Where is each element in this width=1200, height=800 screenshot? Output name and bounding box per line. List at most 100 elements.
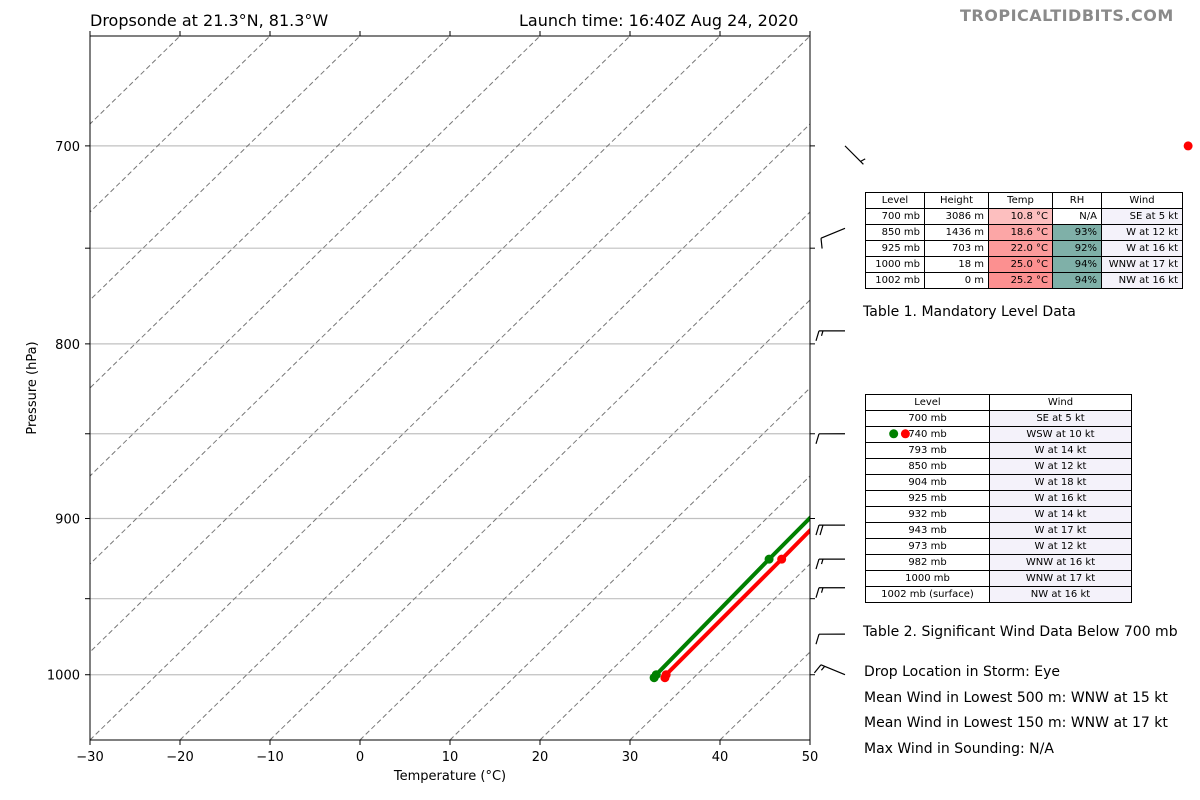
table1-cell-rh: 94% <box>1052 256 1102 273</box>
x-axis-label: Temperature (°C) <box>393 769 506 784</box>
table2-cell-wind: W at 16 kt <box>989 490 1132 507</box>
isotherm-line <box>90 36 810 740</box>
table2-row: 925 mb W at 16 kt <box>865 490 1132 507</box>
table1-row: 1000 mb 18 m 25.0 °C 94% WNW at 17 kt <box>865 256 1183 273</box>
x-tick-label: −20 <box>166 750 193 765</box>
table1-cell-rh: 93% <box>1052 224 1102 241</box>
table1-cell-level: 850 mb <box>865 224 925 241</box>
table2-row: 973 mb W at 12 kt <box>865 538 1132 555</box>
table2-cell-wind: W at 12 kt <box>989 538 1132 555</box>
chart-title-launch-time: Launch time: 16:40Z Aug 24, 2020 <box>519 11 799 30</box>
x-tick-label: −10 <box>256 750 283 765</box>
table1-header-cell: RH <box>1052 192 1102 209</box>
x-tick-label: −30 <box>76 750 103 765</box>
isotherm-line <box>90 36 631 565</box>
isotherm-line <box>179 123 810 740</box>
max-wind-text: Max Wind in Sounding: N/A <box>864 741 1054 757</box>
x-tick-label: 0 <box>356 750 364 765</box>
table2-cell-level: 700 mb <box>865 410 990 427</box>
table2-row: 1002 mb (surface) NW at 16 kt <box>865 586 1132 603</box>
x-tick-label: 30 <box>622 750 639 765</box>
table2-cell-wind: NW at 16 kt <box>989 586 1132 603</box>
table2-cell-level: 1000 mb <box>865 570 990 587</box>
table2-row: 740 mb WSW at 10 kt <box>865 426 1132 443</box>
wind-barb <box>820 227 846 249</box>
table2-cell-wind: WSW at 10 kt <box>989 426 1132 443</box>
table1-cell-rh: 94% <box>1052 272 1102 289</box>
table1-cell-wind: NW at 16 kt <box>1101 272 1183 289</box>
table1-cell-rh: 92% <box>1052 240 1102 257</box>
wind-barb <box>815 633 846 645</box>
table2-row: 700 mb SE at 5 kt <box>865 410 1132 427</box>
isotherm-line <box>90 36 721 653</box>
table2-row: 982 mb WNW at 16 kt <box>865 554 1132 571</box>
y-tick-label: 800 <box>55 338 80 353</box>
table2-row: 932 mb W at 14 kt <box>865 506 1132 523</box>
dewpoint-point <box>649 673 659 683</box>
wind-barb <box>844 145 866 165</box>
table2-cell-wind: W at 14 kt <box>989 442 1132 459</box>
table2-cell-wind: W at 17 kt <box>989 522 1132 539</box>
x-tick-label: 10 <box>442 750 459 765</box>
table1-cell-temp: 22.0 °C <box>988 240 1053 257</box>
x-tick-label: 40 <box>712 750 729 765</box>
table1-cell-level: 925 mb <box>865 240 925 257</box>
table1-cell-wind: W at 12 kt <box>1101 224 1183 241</box>
wind-barb <box>815 587 846 598</box>
table2-header-cell: Level <box>865 394 990 411</box>
y-tick-label: 900 <box>55 513 80 528</box>
y-axis-label: Pressure (hPa) <box>25 341 40 434</box>
wind-barb <box>813 664 846 676</box>
table2-cell-wind: WNW at 16 kt <box>989 554 1132 571</box>
table2-cell-level: 943 mb <box>865 522 990 539</box>
table2-cell-level: 904 mb <box>865 474 990 491</box>
temperature-point <box>1183 141 1193 151</box>
wind-barb <box>815 433 846 444</box>
table2-cell-wind: W at 18 kt <box>989 474 1132 491</box>
wind-barb <box>815 558 846 570</box>
table2-cell-level: 1002 mb (surface) <box>865 586 990 603</box>
table2-header-cell: Wind <box>989 394 1132 411</box>
table1-cell-height: 3086 m <box>924 208 989 225</box>
dewpoint-point <box>764 554 774 564</box>
table1-header-cell: Height <box>924 192 989 209</box>
table2-cell-wind: W at 14 kt <box>989 506 1132 523</box>
table1-row: 1002 mb 0 m 25.2 °C 94% NW at 16 kt <box>865 272 1183 289</box>
table1-header-cell: Level <box>865 192 925 209</box>
isotherm-line <box>90 36 541 477</box>
significant-wind-table: Level Wind 700 mb SE at 5 kt 740 mb WSW at 10… <box>865 394 1132 603</box>
table2-cell-level: 850 mb <box>865 458 990 475</box>
mean-wind-150m-text: Mean Wind in Lowest 150 m: WNW at 17 kt <box>864 715 1168 731</box>
table2-cell-level: 982 mb <box>865 554 990 571</box>
table2-cell-wind: SE at 5 kt <box>989 410 1132 427</box>
table1-header-cell: Temp <box>988 192 1053 209</box>
temperature-point <box>777 554 787 564</box>
table2-cell-level: 973 mb <box>865 538 990 555</box>
mean-wind-500m-text: Mean Wind in Lowest 500 m: WNW at 15 kt <box>864 690 1168 706</box>
table1-row: 700 mb 3086 m 10.8 °C N/A SE at 5 kt <box>865 208 1183 225</box>
y-tick-label: 1000 <box>47 669 80 684</box>
table2-cell-level: 932 mb <box>865 506 990 523</box>
table2-row: 904 mb W at 18 kt <box>865 474 1132 491</box>
table1-cell-height: 703 m <box>924 240 989 257</box>
table2-row: 1000 mb WNW at 17 kt <box>865 570 1132 587</box>
table1-cell-height: 1436 m <box>924 224 989 241</box>
table1-row: 925 mb 703 m 22.0 °C 92% W at 16 kt <box>865 240 1183 257</box>
table1-cell-level: 700 mb <box>865 208 925 225</box>
table1-header-row: Level Height Temp RH Wind <box>865 192 1183 209</box>
chart-title-location: Dropsonde at 21.3°N, 81.3°W <box>90 11 329 30</box>
site-watermark: TROPICALTIDBITS.COM <box>960 6 1174 25</box>
isotherm-line <box>90 36 271 213</box>
table2-cell-wind: WNW at 17 kt <box>989 570 1132 587</box>
table1-header-cell: Wind <box>1101 192 1183 209</box>
table2-header-row: Level Wind <box>865 394 1132 411</box>
table1-cell-temp: 18.6 °C <box>988 224 1053 241</box>
table1-cell-temp: 25.0 °C <box>988 256 1053 273</box>
table2-caption: Table 2. Significant Wind Data Below 700… <box>863 624 1178 640</box>
table1-cell-temp: 25.2 °C <box>988 272 1053 289</box>
table1-cell-level: 1000 mb <box>865 256 925 273</box>
wind-barb <box>815 524 846 536</box>
table1-cell-temp: 10.8 °C <box>988 208 1053 225</box>
table2-cell-wind: W at 12 kt <box>989 458 1132 475</box>
wind-barb <box>815 330 846 341</box>
